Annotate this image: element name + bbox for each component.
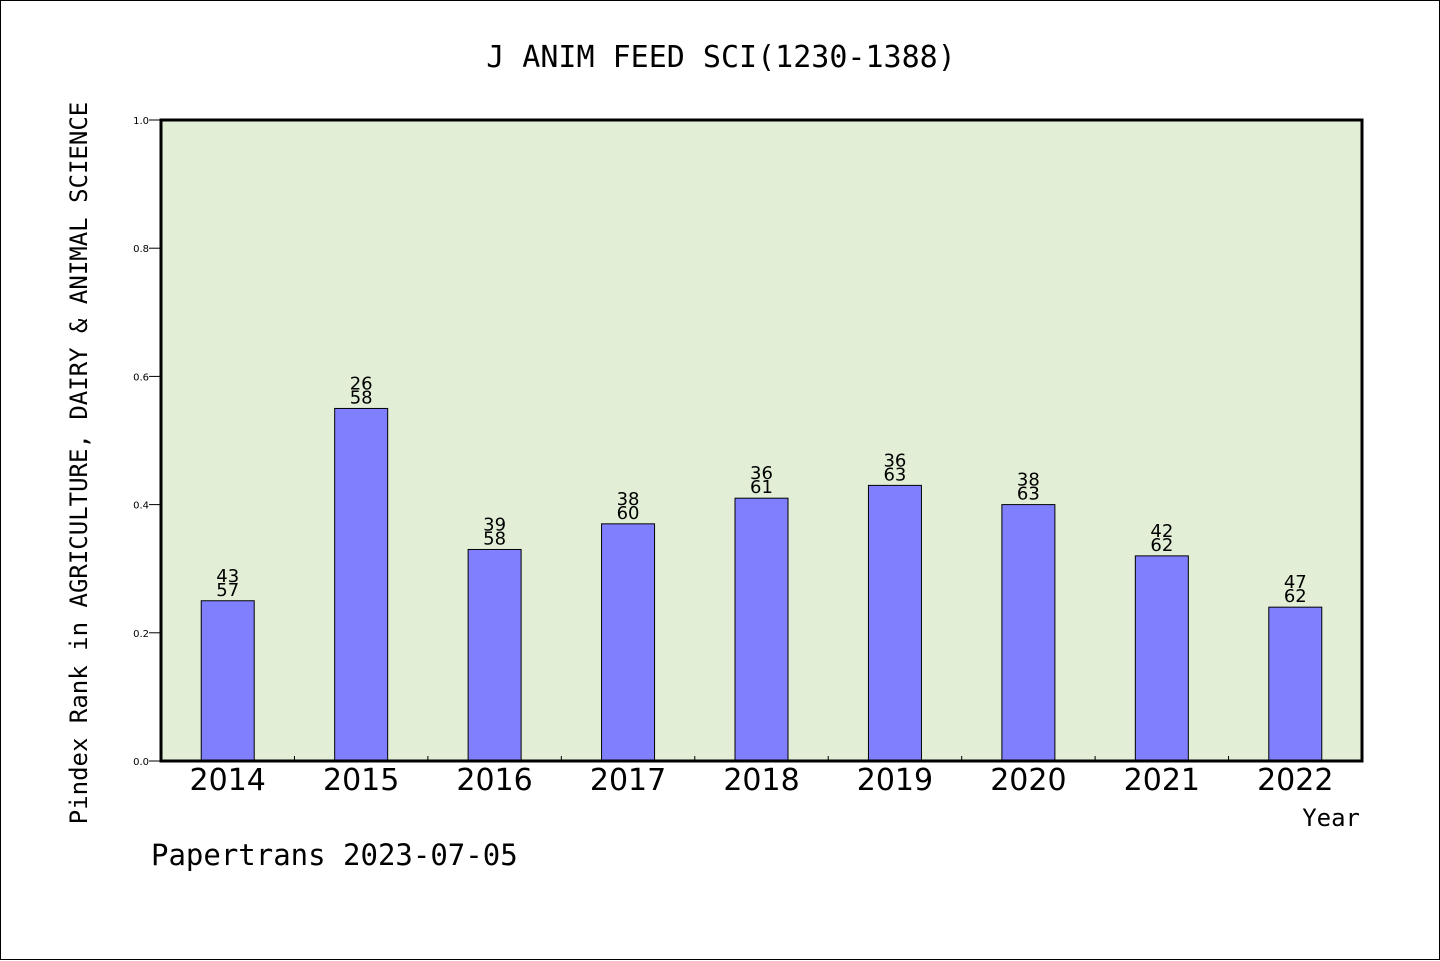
bar-total-label: 63 bbox=[1017, 484, 1040, 505]
y-tick-label: 0.6 bbox=[133, 372, 149, 383]
bar-total-label: 58 bbox=[483, 528, 506, 549]
y-tick-label: 0.8 bbox=[133, 244, 149, 255]
bar-rank-label: 36 bbox=[750, 463, 773, 484]
bar-2020 bbox=[1001, 504, 1056, 762]
bar-2016 bbox=[467, 548, 522, 762]
x-tick-label: 2015 bbox=[323, 763, 399, 798]
x-tick-label: 2017 bbox=[590, 763, 666, 798]
bar-total-label: 57 bbox=[216, 580, 239, 601]
x-ticks-group: 2014 2015 2016 2017 2018 2019 2020 2021 2022 bbox=[190, 756, 1333, 798]
x-tick-label: 2018 bbox=[723, 763, 799, 798]
footer-text: Papertrans 2023-07-05 bbox=[151, 838, 518, 872]
bar-2021 bbox=[1134, 555, 1189, 762]
bar-rank-label: 38 bbox=[617, 489, 640, 510]
bar-total-label: 60 bbox=[617, 503, 640, 524]
bar-2018 bbox=[734, 497, 789, 762]
bar-rank-label: 38 bbox=[1017, 470, 1040, 491]
bar-total-label: 61 bbox=[750, 477, 773, 498]
bar-rank-label: 26 bbox=[350, 373, 373, 394]
x-tick-label: 2022 bbox=[1257, 763, 1333, 798]
x-tick-label: 2016 bbox=[456, 763, 532, 798]
y-axis-label: Pindex Rank in AGRICULTURE, DAIRY & ANIM… bbox=[65, 102, 93, 824]
x-tick-label: 2014 bbox=[190, 763, 266, 798]
bar-rank-label: 47 bbox=[1284, 572, 1307, 593]
y-ticks-group: 0.0 0.2 0.4 0.6 0.8 1.0 bbox=[133, 116, 161, 768]
y-tick-label: 1.0 bbox=[133, 116, 149, 127]
plot-border bbox=[159, 118, 1364, 763]
bar-total-label: 62 bbox=[1150, 535, 1173, 556]
x-tick-label: 2019 bbox=[857, 763, 933, 798]
x-axis-label: Year bbox=[1302, 804, 1360, 832]
bar-rank-label: 36 bbox=[883, 450, 906, 471]
bar-rank-label: 43 bbox=[216, 566, 239, 587]
x-tick-label: 2021 bbox=[1124, 763, 1200, 798]
bar-2019 bbox=[867, 484, 922, 762]
chart-title: J ANIM FEED SCI(1230-1388) bbox=[486, 40, 956, 75]
y-tick-label: 0.0 bbox=[133, 757, 149, 768]
bar-2017 bbox=[601, 523, 656, 762]
bar-total-label: 58 bbox=[350, 387, 373, 408]
x-tick-label: 2020 bbox=[990, 763, 1066, 798]
bar-2022 bbox=[1268, 606, 1323, 762]
y-tick-label: 0.2 bbox=[133, 629, 149, 640]
bar-rank-label: 42 bbox=[1150, 521, 1173, 542]
bar-2014 bbox=[200, 600, 255, 762]
bar-total-label: 63 bbox=[883, 464, 906, 485]
bar-2015 bbox=[334, 407, 389, 762]
bar-total-label: 62 bbox=[1284, 586, 1307, 607]
y-tick-label: 0.4 bbox=[133, 501, 149, 512]
bar-rank-label: 39 bbox=[483, 514, 506, 535]
